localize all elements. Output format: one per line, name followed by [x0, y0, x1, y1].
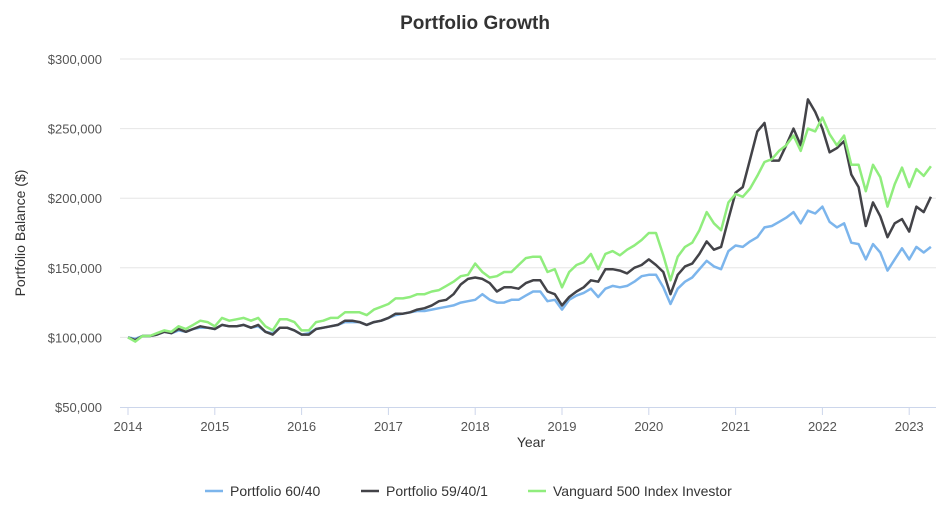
legend: Portfolio 60/40 Portfolio 59/40/1 Vanguard… — [205, 483, 732, 499]
legend-label: Portfolio 59/40/1 — [386, 483, 488, 499]
legend-item-2[interactable]: Vanguard 500 Index Investor — [528, 483, 732, 499]
x-tick-label: 2016 — [287, 419, 316, 434]
y-tick-label: $300,000 — [48, 52, 102, 67]
x-axis-label: Year — [517, 434, 546, 450]
y-tick-label: $200,000 — [48, 191, 102, 206]
series-lines — [127, 98, 933, 343]
chart-title: Portfolio Growth — [400, 13, 550, 34]
y-gridlines — [120, 58, 936, 338]
series-line-2 — [127, 116, 932, 343]
y-axis-label: Portfolio Balance ($) — [12, 170, 28, 297]
y-tick-label: $100,000 — [48, 330, 102, 345]
y-axis-ticks: $50,000 $100,000 $150,000 $200,000 $250,000 $… — [48, 52, 102, 415]
legend-item-0[interactable]: Portfolio 60/40 — [205, 483, 320, 499]
legend-item-1[interactable]: Portfolio 59/40/1 — [361, 483, 488, 499]
series-line-1 — [127, 98, 933, 342]
x-axis: 2014 2015 2016 2017 2018 2019 2020 2021 2022 2023 — [114, 407, 936, 434]
x-tick-label: 2017 — [374, 419, 403, 434]
x-tick-label: 2015 — [200, 419, 229, 434]
x-tick-label: 2021 — [721, 419, 750, 434]
legend-label: Vanguard 500 Index Investor — [553, 483, 732, 499]
x-tick-label: 2018 — [461, 419, 490, 434]
x-tick-label: 2023 — [895, 419, 924, 434]
x-tick-label: 2014 — [114, 419, 143, 434]
x-tick-label: 2020 — [634, 419, 663, 434]
x-tick-label: 2022 — [808, 419, 837, 434]
x-tick-label: 2019 — [548, 419, 577, 434]
legend-label: Portfolio 60/40 — [230, 483, 320, 499]
y-tick-label: $150,000 — [48, 261, 102, 276]
y-tick-label: $250,000 — [48, 122, 102, 137]
y-tick-label: $50,000 — [55, 400, 102, 415]
